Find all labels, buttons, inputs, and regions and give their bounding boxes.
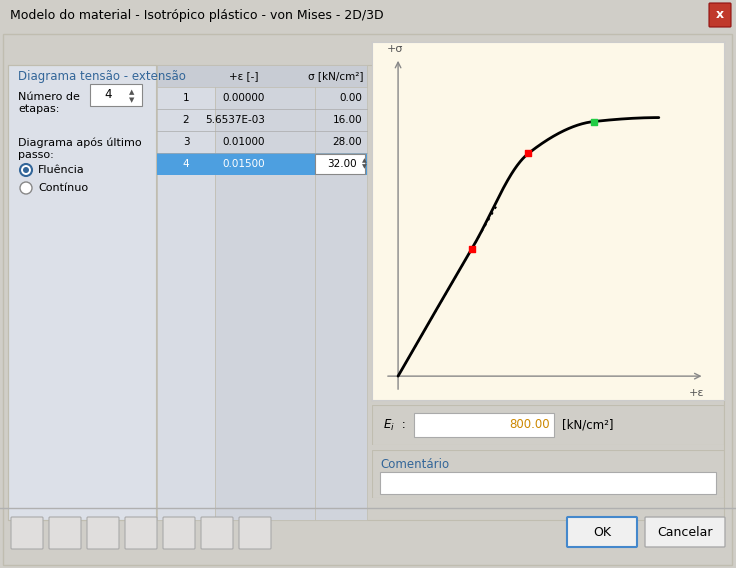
Text: passo:: passo: <box>18 150 54 160</box>
Text: Modelo do material - Isotrópico plástico - von Mises - 2D/3D: Modelo do material - Isotrópico plástico… <box>10 9 383 22</box>
Text: ▲: ▲ <box>130 89 135 95</box>
FancyBboxPatch shape <box>315 154 365 174</box>
Bar <box>157 65 367 87</box>
FancyBboxPatch shape <box>201 517 233 549</box>
Text: 0.00000: 0.00000 <box>222 93 265 103</box>
FancyBboxPatch shape <box>645 517 725 547</box>
FancyBboxPatch shape <box>567 517 637 547</box>
Text: 4: 4 <box>105 89 112 102</box>
Text: 3: 3 <box>183 137 189 147</box>
Text: x: x <box>716 9 724 22</box>
Circle shape <box>20 164 32 176</box>
Text: Número de: Número de <box>18 92 80 102</box>
Bar <box>215 65 315 520</box>
FancyBboxPatch shape <box>414 413 554 437</box>
Text: OK: OK <box>593 525 611 538</box>
Text: Cancelar: Cancelar <box>657 525 712 538</box>
Text: 2: 2 <box>183 115 189 125</box>
Text: +σ: +σ <box>387 44 403 54</box>
Text: Contínuo: Contínuo <box>38 183 88 193</box>
Text: ▼: ▼ <box>361 165 367 169</box>
Text: 5.6537E-03: 5.6537E-03 <box>205 115 265 125</box>
Point <box>523 149 534 158</box>
Text: :: : <box>398 419 406 432</box>
FancyBboxPatch shape <box>380 472 716 494</box>
Text: σ [kN/cm²]: σ [kN/cm²] <box>308 71 364 81</box>
FancyBboxPatch shape <box>125 517 157 549</box>
FancyBboxPatch shape <box>239 517 271 549</box>
Text: +ε: +ε <box>689 388 704 398</box>
Text: [kN/cm²]: [kN/cm²] <box>562 419 614 432</box>
Text: 0.01500: 0.01500 <box>222 159 265 169</box>
Bar <box>315 65 367 520</box>
Text: +ε [-]: +ε [-] <box>229 71 259 81</box>
Text: 0.01000: 0.01000 <box>222 137 265 147</box>
Text: 0.00: 0.00 <box>339 93 362 103</box>
Circle shape <box>20 182 32 194</box>
Text: 28.00: 28.00 <box>333 137 362 147</box>
Bar <box>157 65 215 520</box>
Text: Fluência: Fluência <box>38 165 85 175</box>
FancyBboxPatch shape <box>90 84 142 106</box>
Text: 16.00: 16.00 <box>333 115 362 125</box>
Text: Diagrama tensão - extensão: Diagrama tensão - extensão <box>18 70 186 83</box>
Text: ▲: ▲ <box>361 158 367 164</box>
Text: 32.00: 32.00 <box>328 159 357 169</box>
Point <box>466 244 478 253</box>
Text: i: i <box>391 423 394 432</box>
FancyBboxPatch shape <box>11 517 43 549</box>
FancyBboxPatch shape <box>163 517 195 549</box>
Point <box>588 117 600 126</box>
Bar <box>8 65 156 520</box>
Text: Diagrama após último: Diagrama após último <box>18 138 141 148</box>
FancyBboxPatch shape <box>87 517 119 549</box>
Text: 800.00: 800.00 <box>509 419 550 432</box>
Text: etapas:: etapas: <box>18 104 60 114</box>
Text: E: E <box>384 419 392 432</box>
Text: 4: 4 <box>183 159 189 169</box>
FancyBboxPatch shape <box>709 3 731 27</box>
Text: 32.00: 32.00 <box>333 159 362 169</box>
Text: ▼: ▼ <box>130 97 135 103</box>
FancyBboxPatch shape <box>49 517 81 549</box>
Text: Comentário: Comentário <box>380 458 449 471</box>
Circle shape <box>23 167 29 173</box>
Text: 1: 1 <box>183 93 189 103</box>
Bar <box>157 153 367 175</box>
